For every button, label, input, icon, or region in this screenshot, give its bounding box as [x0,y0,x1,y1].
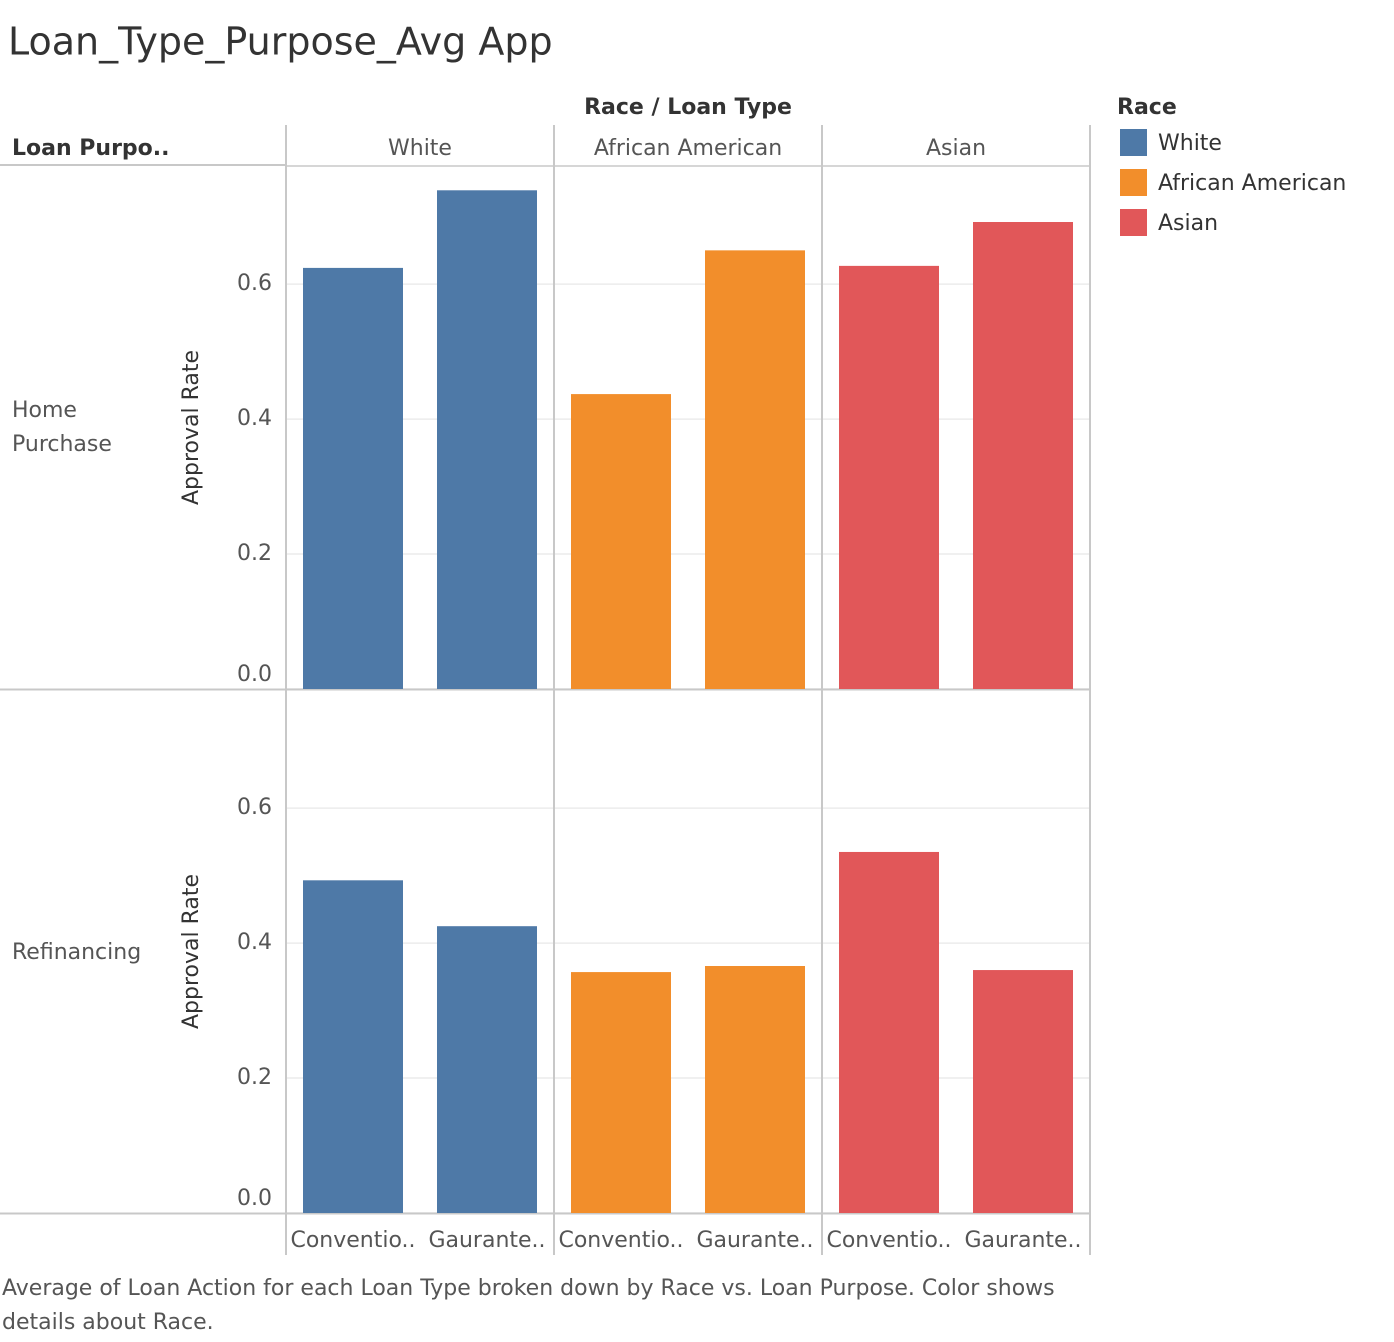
row-label: Home Purchase [12,398,112,457]
legend-label: African American [1158,171,1346,196]
row-label: Refinancing [12,940,142,965]
row-header: Loan Purpo.. [12,136,170,161]
bar [437,926,537,1213]
y-tick-label: 0.4 [237,930,272,955]
x-tick-label: Gaurante.. [964,1228,1081,1253]
legend-label: Asian [1158,211,1218,236]
y-axis-title: Approval Rate [179,874,204,1029]
bar [303,880,403,1213]
chart-title: Loan_Type_Purpose_Avg App [8,20,553,64]
x-tick-label: Gaurante.. [428,1228,545,1253]
bar [303,267,403,689]
column-label: Asian [926,136,986,161]
x-tick-label: Conventio.. [558,1228,683,1253]
bar [839,265,939,689]
y-tick-label: 0.0 [237,662,272,687]
legend-title: Race [1117,95,1177,120]
y-tick-label: 0.2 [237,541,272,566]
bar [973,222,1073,690]
bar [973,970,1073,1213]
column-label: White [388,136,452,161]
bar [705,250,805,689]
y-tick-label: 0.6 [237,271,272,296]
bar [839,851,939,1213]
y-axis-title: Approval Rate [179,350,204,505]
bar [705,966,805,1213]
x-tick-label: Conventio.. [826,1228,951,1253]
caption: Average of Loan Action for each Loan Typ… [2,1276,1055,1335]
column-header: Race / Loan Type [584,95,792,120]
bar [437,190,537,689]
bar [571,972,671,1213]
bar [571,394,671,689]
legend-label: White [1158,131,1222,156]
x-tick-label: Gaurante.. [696,1228,813,1253]
legend-swatch [1120,209,1147,236]
column-label: African American [594,136,782,161]
y-tick-label: 0.0 [237,1186,272,1211]
y-tick-label: 0.4 [237,406,272,431]
y-tick-label: 0.6 [237,795,272,820]
legend-swatch [1120,169,1147,196]
legend-swatch [1120,129,1147,156]
x-tick-label: Conventio.. [290,1228,415,1253]
y-tick-label: 0.2 [237,1065,272,1090]
